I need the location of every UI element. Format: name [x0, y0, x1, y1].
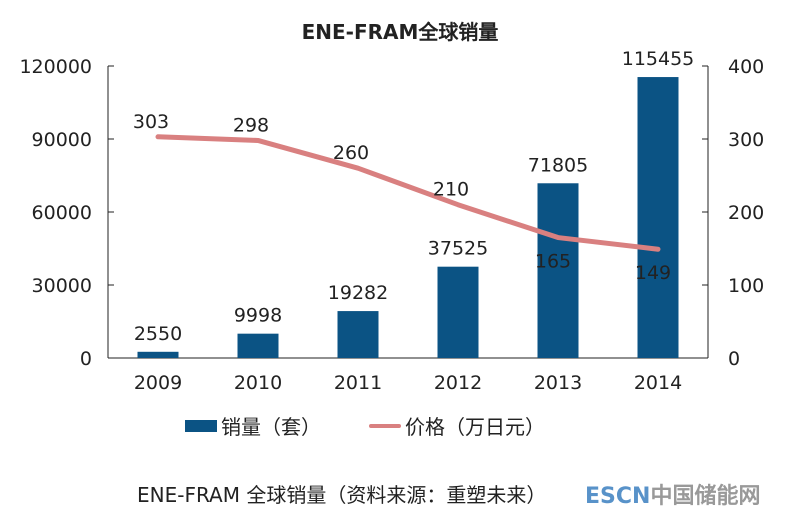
x-tick-label: 2014 [634, 372, 682, 394]
right-tick-label: 0 [728, 348, 740, 370]
line-data-label: 260 [333, 142, 369, 164]
bar [137, 351, 179, 358]
legend: 销量（套） 价格（万日元） [185, 411, 545, 440]
bar [437, 266, 479, 358]
bar-data-label: 19282 [328, 282, 388, 304]
right-tick-label: 300 [728, 129, 764, 151]
chart-title: ENE-FRAM全球销量 [301, 20, 499, 44]
left-tick-label: 30000 [32, 275, 92, 297]
bar-data-label: 9998 [234, 305, 282, 327]
legend-line-swatch [369, 423, 401, 428]
caption: ENE-FRAM 全球销量（资料来源：重塑未来） [137, 483, 547, 507]
price-line [155, 134, 661, 252]
left-tick-label: 0 [80, 348, 92, 370]
bar [637, 77, 679, 358]
line-data-label: 298 [233, 114, 269, 136]
right-tick-label: 100 [728, 275, 764, 297]
legend-bar-swatch [185, 419, 217, 432]
right-tick-label: 200 [728, 202, 764, 224]
line-data-label: 165 [535, 251, 571, 273]
left-tick-label: 120000 [19, 56, 92, 78]
right-tick-label: 400 [728, 56, 764, 78]
bar-data-label: 2550 [134, 323, 182, 345]
watermark: ESCN中国储能网 [585, 478, 760, 510]
bar-data-label: 71805 [528, 154, 588, 176]
watermark-brand: ESCN [585, 484, 651, 509]
line-data-label: 149 [635, 262, 671, 284]
x-tick-label: 2009 [134, 372, 182, 394]
bar [337, 311, 379, 358]
line-data-label: 210 [433, 179, 469, 201]
bar-data-label: 37525 [428, 238, 488, 260]
bar [237, 333, 279, 358]
line-data-label: 303 [133, 111, 169, 133]
x-tick-label: 2011 [334, 372, 382, 394]
watermark-text: 中国储能网 [650, 484, 761, 509]
legend-bar-label: 销量（套） [221, 415, 321, 439]
bar [537, 183, 579, 358]
x-tick-label: 2010 [234, 372, 282, 394]
left-tick-label: 90000 [32, 129, 92, 151]
bar-data-label: 115455 [622, 48, 695, 70]
left-tick-label: 60000 [32, 202, 92, 224]
x-tick-label: 2013 [534, 372, 582, 394]
legend-line-label: 价格（万日元） [405, 415, 545, 439]
x-tick-label: 2012 [434, 372, 482, 394]
